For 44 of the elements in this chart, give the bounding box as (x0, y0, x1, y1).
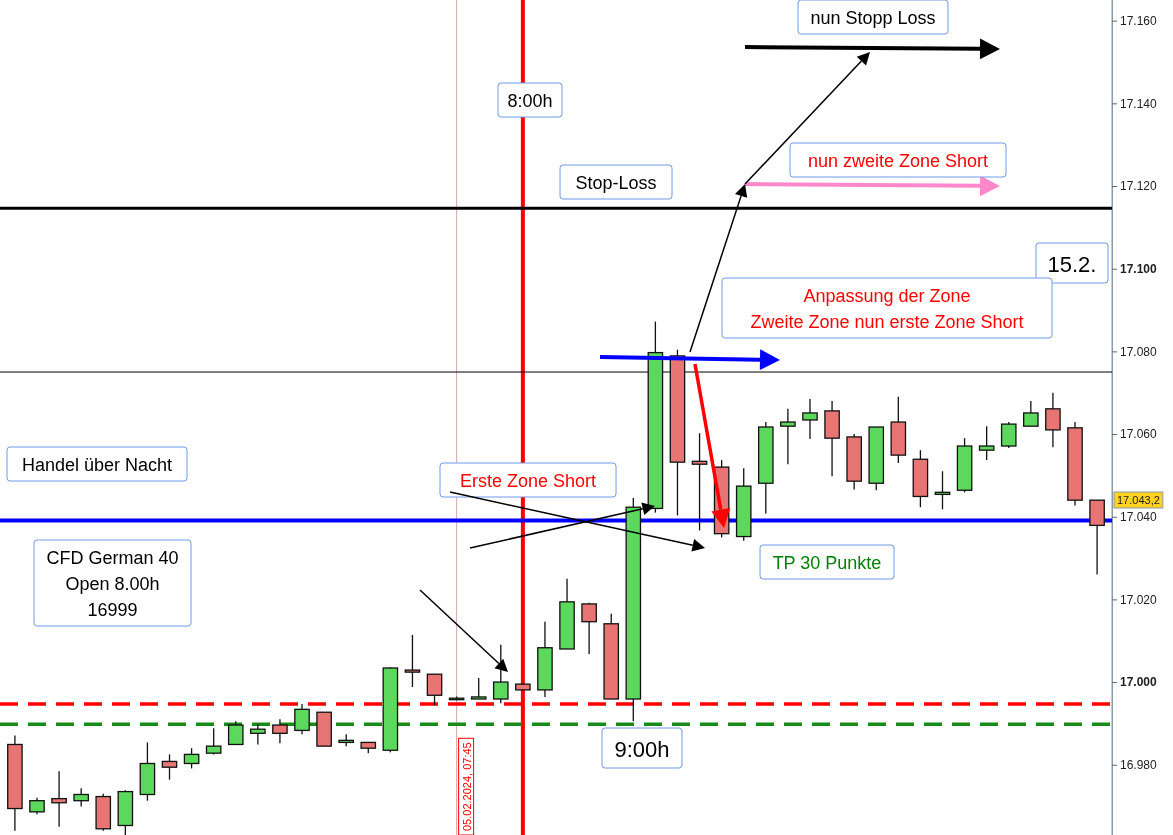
annotation: nun zweite Zone Short (807, 151, 989, 172)
y-tick-label: 17.080 (1120, 344, 1158, 359)
text: 17.043,2 (1117, 494, 1160, 506)
candlestick (205, 727, 222, 756)
candlestick (978, 425, 995, 461)
candlestick (250, 723, 266, 746)
candlestick (470, 677, 487, 700)
y-tick-label: 17.120 (1120, 179, 1158, 194)
candlestick (780, 408, 796, 465)
candlestick (183, 747, 200, 770)
annotation: nun Stopp Loss (810, 8, 936, 29)
y-tick-label: 17.140 (1120, 96, 1158, 111)
candlestick (272, 718, 288, 744)
y-tick-label: 17.040 (1120, 510, 1158, 525)
y-tick-label: 17.060 (1120, 427, 1158, 442)
candlestick (227, 720, 244, 746)
candlestick (404, 634, 421, 688)
y-tick-label: 17.160 (1120, 14, 1158, 29)
candlestick (581, 602, 597, 655)
candlestick (1045, 392, 1061, 448)
y-tick-label: 16.980 (1120, 758, 1158, 773)
annotation: 8:00h (507, 91, 553, 112)
annotation: 15.2. (1047, 251, 1097, 277)
candlestick (73, 787, 89, 808)
candlestick (426, 673, 443, 706)
candlestick (1023, 400, 1039, 427)
candlestick (1000, 421, 1017, 449)
y-tick-label: 17.000 (1120, 675, 1158, 690)
candlestick (492, 644, 509, 704)
candlestick (294, 703, 310, 735)
annotation: 9:00h (614, 736, 670, 762)
ref-line-label: Stop-Loss (575, 173, 657, 194)
y-tick-label: 17.020 (1120, 592, 1158, 607)
annotation: CFD German 40 Open 8.00h 16999 (46, 548, 179, 621)
annotation: TP 30 Punkte (772, 553, 882, 574)
candlestick (691, 432, 708, 531)
annotation: 05.02.2024, 07:45 (460, 742, 473, 831)
y-tick-label: 17.100 (1120, 262, 1158, 277)
annotation: Anpassung der Zone Zweite Zone nun erste Zone Short (750, 286, 1024, 333)
candlestick (51, 770, 67, 828)
candlestick (802, 398, 818, 440)
ref-line-label: Erste Zone Short (459, 471, 597, 492)
candlestick (161, 753, 178, 781)
annotation: Handel über Nacht (21, 455, 173, 476)
